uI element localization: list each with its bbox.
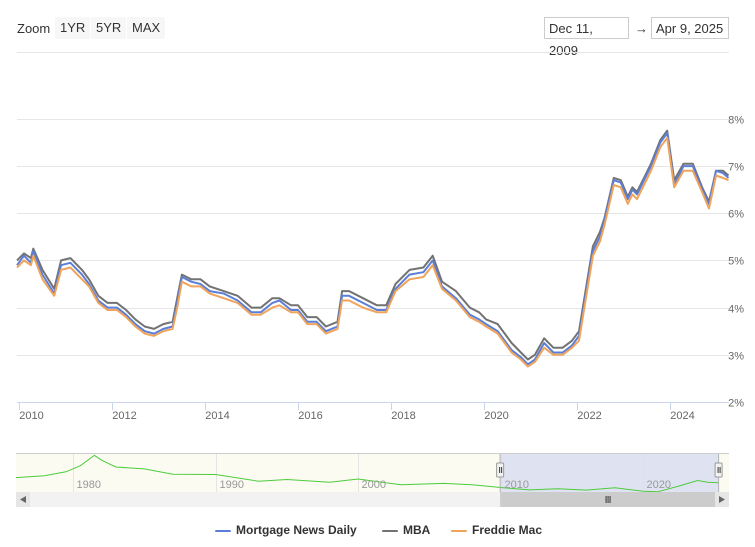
legend-swatch [451,530,467,532]
x-tick-label: 2010 [19,410,43,420]
scrollbar-thumb[interactable] [500,492,715,507]
x-tick-label: 2024 [670,410,694,420]
x-tick-label: 2014 [205,410,229,420]
scroll-right-arrow-icon [719,496,725,503]
navigator-left-handle[interactable] [496,453,505,494]
y-tick-label: 8% [728,115,744,127]
navigator-tick-label: 2020 [647,479,671,491]
main-series [16,129,730,368]
y-tick-label: 3% [728,351,744,363]
x-tick-label: 2018 [391,410,415,420]
y-tick-label: 7% [728,162,744,174]
range-selector-toolbar: Zoom 1YR 5YR MAX Dec 11, 2009 → Apr 9, 2… [0,0,755,58]
main-grid [17,52,729,403]
navigator-x-ticks: 1980 1990 2000 2010 2020 [77,479,671,491]
x-tick-label: 2016 [298,410,322,420]
x-axis-ticks: 2010 2012 2014 2016 2018 2020 2022 2024 [19,402,695,420]
navigator-tick-label: 2000 [362,479,386,491]
y-tick-label: 2% [728,398,744,410]
zoom-label: Zoom [17,21,51,36]
navigator-tick-label: 1990 [220,479,244,491]
navigator-series [15,454,719,493]
series-line-freddie-mac [16,136,729,368]
date-from-input[interactable]: Dec 11, 2009 [544,17,629,58]
series-line-mortgage-news-daily [16,132,730,366]
series-line-mba [16,129,730,361]
main-chart: 2%3%4%5%6%7%8% 2010 2012 2014 2016 2018 2020 2… [16,52,744,420]
navigator-series-line [15,454,719,493]
legend-label: Mortgage News Daily [236,523,357,537]
navigator[interactable]: 1980 1990 2000 2010 2020 [0,450,755,510]
scroll-left-arrow-icon [20,496,26,503]
y-tick-label: 6% [728,209,744,221]
zoom-max-button[interactable]: MAX [127,17,166,39]
navigator-handles [496,453,723,494]
y-axis-ticks: 2% 3% 4% 5% 6% 7% 8% [728,115,744,410]
legend-label: MBA [403,523,431,537]
legend-swatch [215,530,231,532]
navigator-tick-label: 1980 [77,479,101,491]
zoom-1yr-button[interactable]: 1YR [55,17,91,39]
navigator-right-handle[interactable] [714,453,723,494]
y-tick-label: 4% [728,304,744,316]
x-tick-label: 2022 [577,410,601,420]
legend: Mortgage News Daily MBA Freddie Mac [0,520,755,542]
y-tick-label: 5% [728,256,744,268]
scrollbar-grip-icon [605,496,611,503]
x-tick-label: 2012 [112,410,136,420]
date-to-input[interactable]: Apr 9, 2025 [651,17,729,39]
navigator-scrollbar[interactable] [16,492,729,507]
date-range-arrow: → [635,21,648,36]
x-tick-label: 2020 [484,410,508,420]
legend-label: Freddie Mac [472,523,543,537]
zoom-5yr-button[interactable]: 5YR [91,17,127,39]
legend-swatch [382,530,398,532]
navigator-tick-label: 2010 [505,479,529,491]
navigator-selection[interactable] [500,453,719,494]
